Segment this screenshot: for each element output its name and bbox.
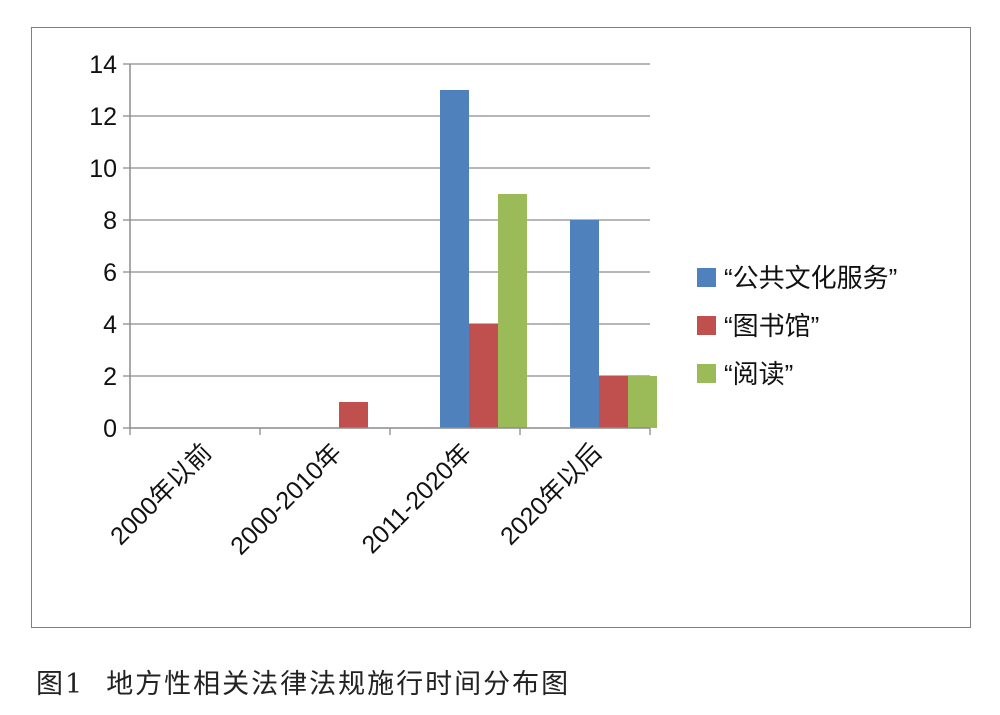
x-tick-label: 2000年以前 (105, 438, 217, 550)
legend-label-2: “图书馆” (724, 311, 819, 341)
y-tick-label: 8 (103, 207, 117, 235)
y-tick-label: 10 (89, 155, 117, 183)
x-tick-label: 2011-2020年 (357, 438, 478, 559)
chart-frame (31, 27, 971, 628)
x-tick-label: 2000-2010年 (225, 438, 347, 560)
bar-2-2 (339, 402, 368, 428)
bar-3-3 (498, 194, 527, 428)
x-tick-label: 2020年以后 (495, 438, 607, 550)
bar-2-4 (599, 376, 628, 428)
y-tick-label: 0 (103, 415, 117, 443)
gridlines (130, 63, 650, 377)
legend-label-1: “公共文化服务” (724, 263, 897, 293)
legend-swatch-1 (697, 268, 716, 287)
legend-swatch-3 (697, 364, 716, 383)
bar-3-4 (628, 376, 657, 428)
bar-1-4 (570, 220, 599, 428)
legend: “公共文化服务” “图书馆” “阅读” (697, 263, 897, 389)
bars (339, 90, 657, 428)
bar-2-3 (469, 324, 498, 428)
y-tick-label: 14 (89, 51, 117, 79)
x-tick-labels: 2000年以前 2000-2010年 2011-2020年 2020年以后 (105, 438, 607, 560)
y-tick-label: 12 (89, 103, 117, 131)
caption-text: 地方性相关法律法规施行时间分布图 (106, 669, 571, 700)
legend-swatch-2 (697, 316, 716, 335)
y-tick-label: 2 (103, 363, 117, 391)
y-tick-label: 6 (103, 259, 117, 287)
legend-label-3: “阅读” (724, 359, 793, 389)
y-tick-label: 4 (103, 311, 117, 339)
y-tick-labels: 0 2 4 6 8 10 12 14 (89, 51, 117, 443)
axes (123, 63, 651, 435)
figure-caption: 图1 地方性相关法律法规施行时间分布图 (36, 662, 570, 701)
bar-1-3 (440, 90, 469, 428)
caption-label: 图1 (36, 669, 85, 700)
